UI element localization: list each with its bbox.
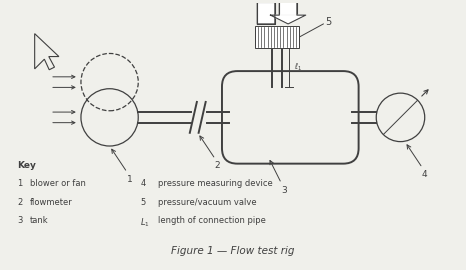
Bar: [255, 26, 299, 48]
Text: 4: 4: [140, 179, 146, 188]
Text: flowmeter: flowmeter: [30, 198, 73, 207]
Text: tank: tank: [30, 216, 49, 225]
Text: $L_1$: $L_1$: [140, 216, 150, 229]
Text: Key: Key: [17, 161, 36, 170]
Text: 1: 1: [17, 179, 22, 188]
Text: pressure measuring device: pressure measuring device: [158, 179, 273, 188]
Text: blower or fan: blower or fan: [30, 179, 86, 188]
Polygon shape: [279, 0, 297, 15]
Text: length of connection pipe: length of connection pipe: [158, 216, 266, 225]
Text: $\ell_1$: $\ell_1$: [294, 62, 302, 73]
Text: 5: 5: [140, 198, 146, 207]
Text: 1: 1: [127, 175, 132, 184]
Text: 3: 3: [17, 216, 22, 225]
Text: pressure/vacuum valve: pressure/vacuum valve: [158, 198, 257, 207]
Text: Figure 1 — Flow test rig: Figure 1 — Flow test rig: [171, 246, 295, 256]
Text: 3: 3: [281, 186, 287, 195]
Polygon shape: [270, 15, 306, 24]
Text: 5: 5: [326, 17, 332, 27]
Text: 2: 2: [215, 161, 220, 170]
Polygon shape: [248, 0, 284, 2]
Text: 4: 4: [422, 170, 427, 179]
Text: 2: 2: [17, 198, 22, 207]
Polygon shape: [257, 2, 275, 24]
